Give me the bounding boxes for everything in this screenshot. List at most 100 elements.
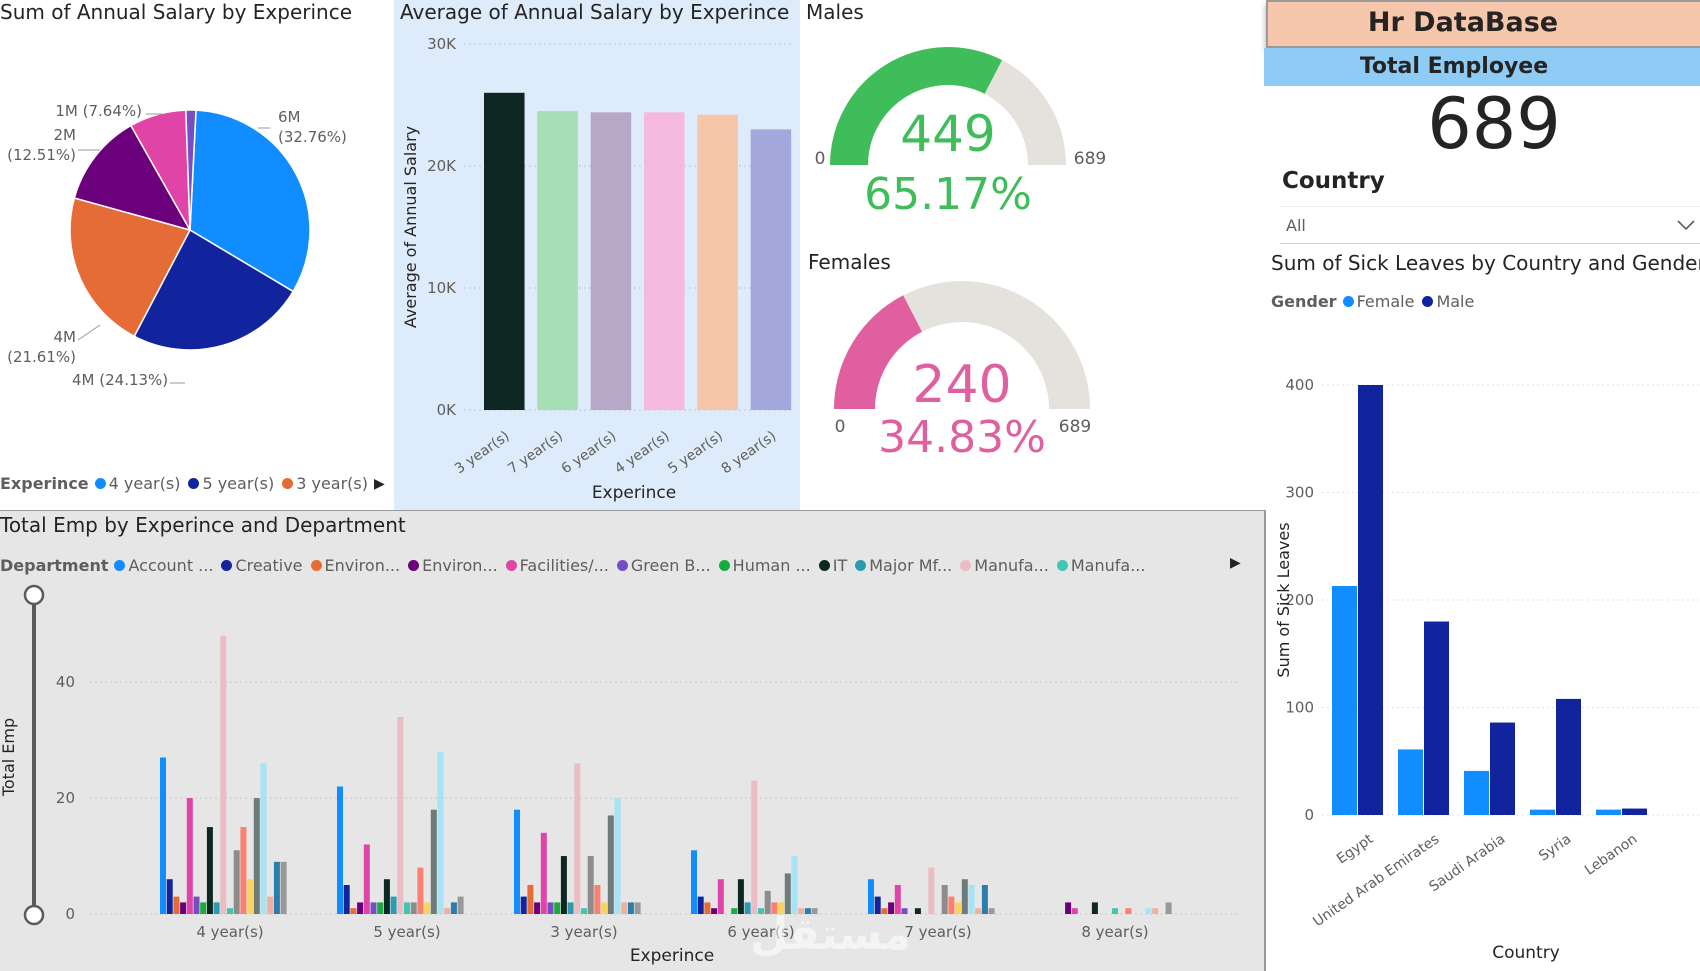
- pie-data-label: (21.61%): [7, 348, 76, 366]
- legend-next-arrow-icon[interactable]: ▶: [374, 476, 385, 492]
- dept-legend-item[interactable]: Environ...: [310, 556, 400, 575]
- pie-panel: Sum of Annual Salary by Experince 6M (32.…: [0, 0, 390, 510]
- males-title: Males: [806, 0, 864, 24]
- dept-legend-label: Facilities/...: [519, 556, 609, 575]
- dept-bar: [404, 902, 410, 914]
- dept-legend-item[interactable]: IT: [818, 556, 847, 575]
- legend-dot: [94, 478, 106, 489]
- y-tick-label: 30K: [427, 35, 457, 53]
- dept-bar: [337, 786, 343, 914]
- dept-panel: Total Emp by Experince and Department De…: [0, 510, 1266, 971]
- dept-legend-item[interactable]: Green B...: [616, 556, 711, 575]
- dept-bar: [1112, 908, 1118, 914]
- dept-bar: [383, 879, 390, 914]
- legend-dot: [221, 560, 233, 571]
- sick-legend-item[interactable]: Male: [1422, 292, 1474, 311]
- x-tick-label: 5 year(s): [665, 428, 726, 477]
- salary-bar: [644, 112, 685, 410]
- dept-bar: [390, 896, 397, 914]
- gauge-percent: 65.17%: [864, 169, 1032, 220]
- total-employee-bar: Total Employee: [1264, 48, 1700, 86]
- males-gauge[interactable]: 449 65.17% 0 689: [800, 20, 1260, 260]
- pie-legend-item[interactable]: 4 year(s): [94, 474, 180, 493]
- sick-bar: [1622, 808, 1647, 815]
- dept-bar: [737, 879, 744, 914]
- salary-bar: [484, 92, 525, 411]
- zoom-slider-handle: [23, 904, 45, 926]
- pie-legend-item[interactable]: 3 year(s): [282, 474, 368, 493]
- sick-legend-label: Male: [1436, 292, 1475, 311]
- x-tick-label: Syria: [1536, 831, 1574, 864]
- x-axis-title: Experince: [630, 946, 714, 966]
- dept-bar: [560, 856, 567, 914]
- dept-legend-item[interactable]: Manufa...: [960, 556, 1049, 575]
- gauge-max: 689: [1059, 417, 1091, 437]
- pie-data-label: 2M: [54, 126, 77, 144]
- gauge-arc: [830, 47, 1003, 165]
- y-axis-title: Sum of Sick Leaves: [1274, 522, 1293, 677]
- legend-dot: [188, 478, 200, 489]
- dept-bar: [784, 873, 791, 914]
- dept-legend-item[interactable]: Major Mf...: [855, 556, 952, 575]
- legend-dot: [1342, 296, 1354, 307]
- legend-dot: [1056, 560, 1068, 571]
- dept-legend-item[interactable]: Human ...: [718, 556, 811, 575]
- legend-dot: [1422, 296, 1434, 307]
- legend-next-arrow-icon[interactable]: ▶: [1230, 555, 1241, 571]
- sick-bar: [1358, 385, 1383, 815]
- dept-legend-item[interactable]: Manufa...: [1056, 556, 1145, 575]
- dept-bar: [213, 902, 220, 914]
- x-axis-title: Country: [1492, 943, 1560, 963]
- gauge-arc: [984, 60, 1066, 165]
- dept-bar: [220, 635, 227, 914]
- avg-salary-panel: Average of Annual Salary by Experince 0K…: [394, 0, 800, 510]
- pie-legend-item[interactable]: 5 year(s): [188, 474, 274, 493]
- y-tick-label: 300: [1285, 484, 1314, 502]
- dept-legend-label: Creative: [235, 556, 303, 575]
- pie-chart[interactable]: 6M (32.76%) 4M (24.13%) 4M (21.61%) 2M (12.51%…: [0, 40, 390, 480]
- sick-legend: Gender Female Male: [1271, 292, 1482, 311]
- pie-title: Sum of Annual Salary by Experince: [0, 0, 353, 24]
- dept-chart[interactable]: 0 20 40 4 year(s) 5 year(s) 3 year(s) 6 year(s…: [0, 511, 1262, 971]
- legend-dot: [960, 560, 972, 571]
- dept-bar: [804, 908, 811, 914]
- sick-legend-item[interactable]: Female: [1342, 292, 1414, 311]
- dept-bar: [424, 902, 431, 914]
- dept-bar: [357, 902, 364, 914]
- pie-data-label: 6M: [278, 108, 301, 126]
- gauge-value: 449: [900, 105, 995, 163]
- x-tick-label: 4 year(s): [196, 923, 263, 941]
- dept-bar: [791, 856, 798, 914]
- dept-bar: [601, 902, 608, 914]
- dept-bar: [607, 815, 614, 914]
- sick-bar: [1398, 749, 1423, 815]
- country-slicer-dropdown[interactable]: All: [1280, 206, 1700, 244]
- dept-legend-item[interactable]: Environ...: [408, 556, 498, 575]
- dept-legend-item[interactable]: Facilities/...: [505, 556, 609, 575]
- dept-bar: [514, 809, 520, 914]
- dept-legend-title: Department: [0, 556, 109, 575]
- x-axis-title: Experince: [592, 483, 676, 503]
- dept-legend-item[interactable]: Account ...: [114, 556, 213, 575]
- dept-bar: [397, 716, 404, 914]
- y-tick-label: 0: [1304, 806, 1314, 824]
- dept-bar: [450, 902, 457, 914]
- dept-bar: [744, 902, 751, 914]
- dept-bar: [888, 902, 895, 914]
- dept-legend-item[interactable]: Creative: [221, 556, 303, 575]
- watermark: مستقل: [750, 909, 911, 960]
- y-tick-label: 0K: [437, 401, 458, 419]
- x-tick-label: 4 year(s): [612, 428, 673, 477]
- chevron-down-icon[interactable]: [1676, 219, 1696, 231]
- avg-salary-chart[interactable]: 0K 10K 20K 30K 3 year(s)7 year(s)6 year(s)4 …: [394, 0, 800, 510]
- header-title: Hr DataBase: [1367, 7, 1559, 38]
- y-axis-title: Total Emp: [0, 718, 18, 797]
- dept-bar: [200, 902, 207, 914]
- dept-bar: [534, 902, 541, 914]
- dept-bar: [988, 908, 995, 914]
- y-axis-title: Average of Annual Salary: [401, 126, 420, 328]
- dept-bar: [691, 850, 697, 914]
- x-tick-label: 6 year(s): [559, 428, 620, 477]
